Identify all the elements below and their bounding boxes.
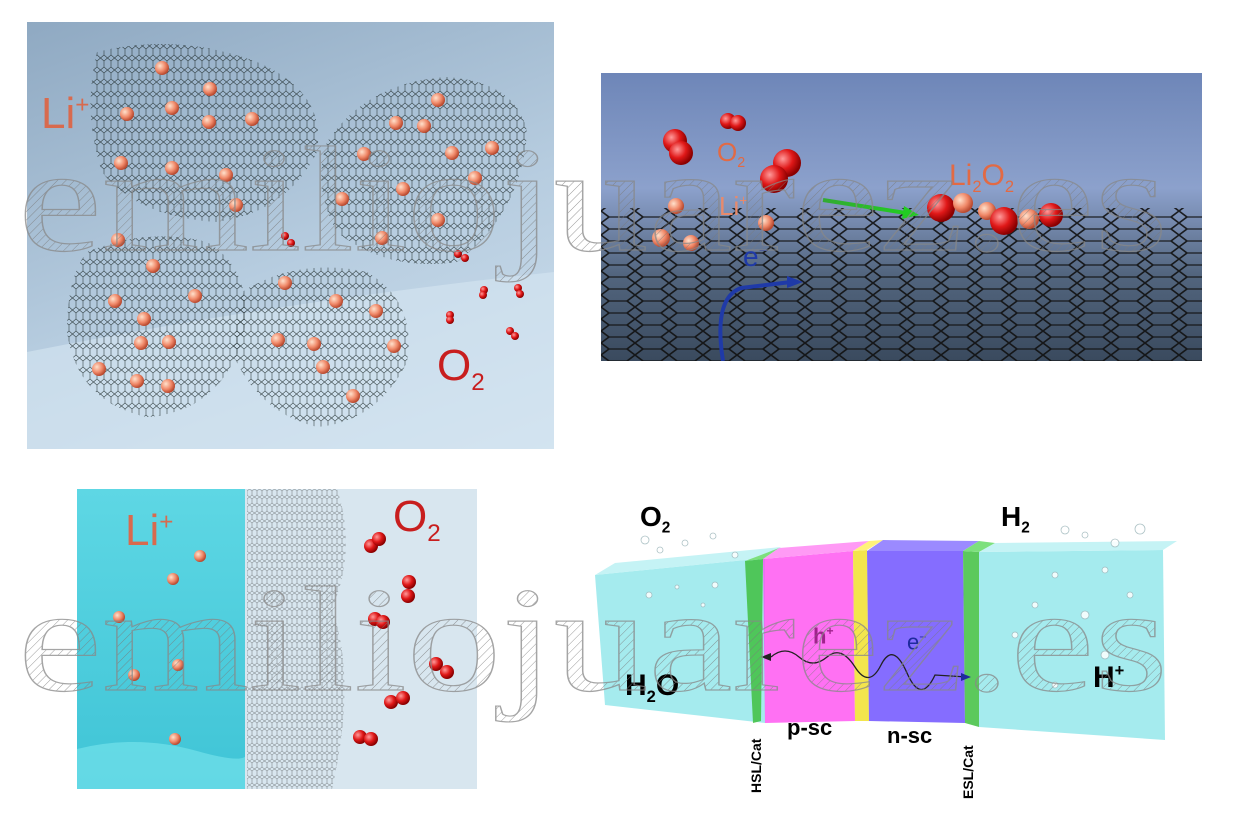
lithium-ion-label: Li+ (125, 506, 174, 555)
oxygen-label: O2 (717, 137, 746, 172)
lithium-ion-label: Li+ (719, 191, 748, 221)
n-type-semiconductor (867, 551, 965, 723)
water-label: H2O (625, 669, 680, 706)
esl-layer (963, 551, 979, 727)
panel-photoelectrochemical-cell: O2 H2 H2O H+ h+ e− p-sc n-sc HSL/Cat ESL… (585, 495, 1195, 805)
lithium-ions (92, 61, 499, 403)
gas-bubbles (640, 523, 1146, 689)
lithium-ions (652, 198, 774, 251)
proton-label: H+ (1093, 661, 1125, 694)
lithium-ion-label: Li+ (41, 89, 90, 138)
hydrogen-label: H2 (1001, 501, 1030, 537)
oxygen-label: O2 (640, 501, 671, 537)
electrolyte-interface-illustration (77, 489, 477, 789)
oxygen-molecules (663, 113, 801, 193)
electrolyte-region (77, 489, 245, 789)
panel-electrolyte-interface: Li+ O2 (77, 489, 477, 789)
oxygen-molecules (281, 232, 524, 340)
graphene-stack (232, 267, 409, 427)
hole-label: h+ (813, 623, 834, 649)
oxygen-label: O2 (393, 492, 441, 547)
p-type-semiconductor (763, 551, 855, 723)
lithium-peroxide-label: Li2O2 (949, 159, 1015, 196)
water-compartment-left (595, 558, 765, 723)
lithium-ions (113, 550, 206, 745)
pec-cell-illustration (595, 523, 1177, 740)
oxygen-label: O2 (437, 341, 485, 396)
electron-path-arrow (718, 280, 792, 361)
electron-label: e− (743, 241, 768, 272)
graphene-stacks-illustration (27, 44, 554, 449)
oxygen-molecules (353, 532, 454, 746)
electron-label: e− (907, 629, 927, 655)
n-sc-label: n-sc (887, 723, 933, 748)
graphene-sheet-illustration (601, 113, 1202, 361)
graphene-stack (321, 77, 527, 264)
migration-arrow (822, 198, 907, 215)
lithium-peroxide-cluster (927, 193, 1063, 235)
charge-transport-path (770, 650, 968, 691)
graphene-layers (247, 489, 346, 789)
hsl-layer (745, 559, 763, 723)
graphene-stack (67, 236, 246, 417)
p-sc-label: p-sc (787, 715, 833, 740)
water-compartment-right (979, 550, 1165, 740)
panel-graphene-stacks: Li+ O2 (27, 22, 554, 449)
panel-graphene-sheet: O2 Li+ Li2O2 e− (601, 73, 1202, 361)
junction-layer (853, 550, 869, 721)
graphene-stack (90, 44, 319, 222)
